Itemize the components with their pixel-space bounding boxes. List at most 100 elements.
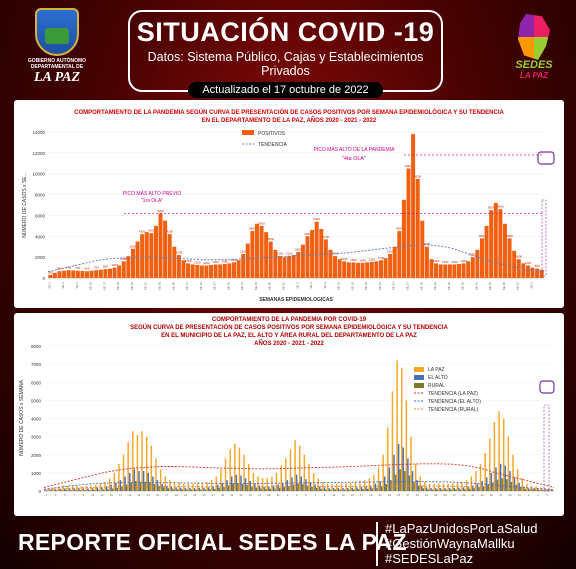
la-paz-bar [498,411,500,491]
x-tick-label: 11 [332,493,335,497]
positivos-bar [466,261,471,278]
el-alto-bar [96,487,98,491]
x-tick-label: SE 19 [130,282,134,291]
el-alto-bar [244,478,247,491]
x-tick-label: SE 31 [185,282,189,291]
sedes-label: SEDES [515,59,553,71]
rural-bar [455,489,457,491]
la-paz-bar [326,483,329,491]
x-tick-label: 29 [416,493,420,497]
positivos-bar [264,232,269,278]
la-paz-bar [465,480,468,491]
el-alto-bar [161,483,163,491]
x-tick-label: 43 [239,493,243,497]
la-paz-bar [53,487,55,491]
positivos-bar [392,246,397,278]
rural-bar [167,488,170,491]
positivos-bar [429,259,434,278]
x-tick-label: 9 [83,493,85,497]
x-tick-label: 49 [267,493,271,497]
positivos-bar [199,265,204,278]
rural-bar [172,488,174,491]
el-alto-bar [458,487,460,491]
rural-bar [70,489,72,491]
la-paz-bar [169,480,171,491]
x-tick-label: 47 [499,493,503,497]
el-alto-bar [54,489,57,491]
rural-bar [288,485,290,491]
la-paz-bar [438,483,440,491]
positivos-bar [48,274,53,278]
positivos-bar [126,256,131,278]
rural-bar [343,489,346,491]
el-alto-bar [268,486,270,491]
data-label: 1450 [359,258,366,262]
la-paz-bar [507,436,510,491]
legend-label: TENDENCIA (LA PAZ) [428,391,478,397]
el-alto-bar [105,486,108,491]
la-paz-bar [141,431,143,491]
data-label: 2100 [286,252,293,256]
data-label: 1400 [433,259,440,263]
el-alto-bar [425,487,428,491]
rural-bar [163,487,165,491]
positivos-bar [300,244,305,278]
el-alto-bar [87,488,89,491]
la-paz-bar [294,440,296,491]
el-alto-bar [212,486,214,491]
positivos-bar [305,236,310,278]
positivos-bar [222,263,227,278]
rural-bar [367,488,369,491]
y-tick-label: 0 [42,276,45,281]
la-paz-bar [373,474,375,491]
x-tick-label: 3 [537,493,539,497]
x-tick-label: 3 [296,493,298,497]
data-label: 4500 [249,227,256,231]
hashtag: #GestiónWaynaMallku [385,536,515,551]
la-paz-bar [108,478,111,491]
x-tick-label: SE 39 [461,282,465,291]
el-alto-bar [346,487,349,491]
positivos-bar [360,262,365,278]
el-alto-bar [421,485,423,491]
rural-bar [93,489,95,491]
rural-bar [431,489,434,491]
el-alto-bar [374,483,377,491]
el-alto-bar [277,484,279,491]
rural-bar [297,483,299,491]
positivos-bar [62,270,67,278]
x-tick-label: 19 [369,493,373,497]
rural-bar [529,489,531,491]
x-tick-label: 51 [277,493,281,497]
positivos-bar [420,220,425,278]
el-alto-bar [397,443,400,491]
chart2-title-line2: SEGÚN CURVA DE PRESENTACIÓN DE CASOS POS… [130,325,448,331]
el-alto-bar [384,476,386,491]
x-tick-label: SE 36 [447,282,451,291]
la-paz-bar [229,449,231,491]
y-tick-label: 5000 [31,398,42,403]
el-alto-bar [435,488,437,491]
rural-bar [427,489,429,491]
rural-bar [450,489,452,491]
x-tick-label: 39 [221,493,225,497]
data-label: 10500 [404,164,413,168]
positivos-bar [259,225,264,278]
legend-label: LA PAZ [428,367,445,373]
chart2-title-line1: COMPORTAMIENTO DE LA PANDEMIA POR COVID-… [211,317,367,323]
x-tick-label: 19 [128,493,132,497]
el-alto-bar [68,488,71,491]
positivos-bar [277,256,282,278]
positivos-bar [250,231,255,278]
y-tick-label: 6000 [35,213,46,218]
data-label: 1250 [194,260,201,264]
legend-swatch [414,367,424,372]
x-tick-label: SE 21 [378,282,382,291]
la-paz-bar [493,422,496,491]
rural-bar [404,471,406,491]
x-tick-label: SE 28 [171,282,175,291]
el-alto-bar [235,474,238,491]
rural-bar [538,490,540,491]
data-label: 3700 [323,235,330,239]
